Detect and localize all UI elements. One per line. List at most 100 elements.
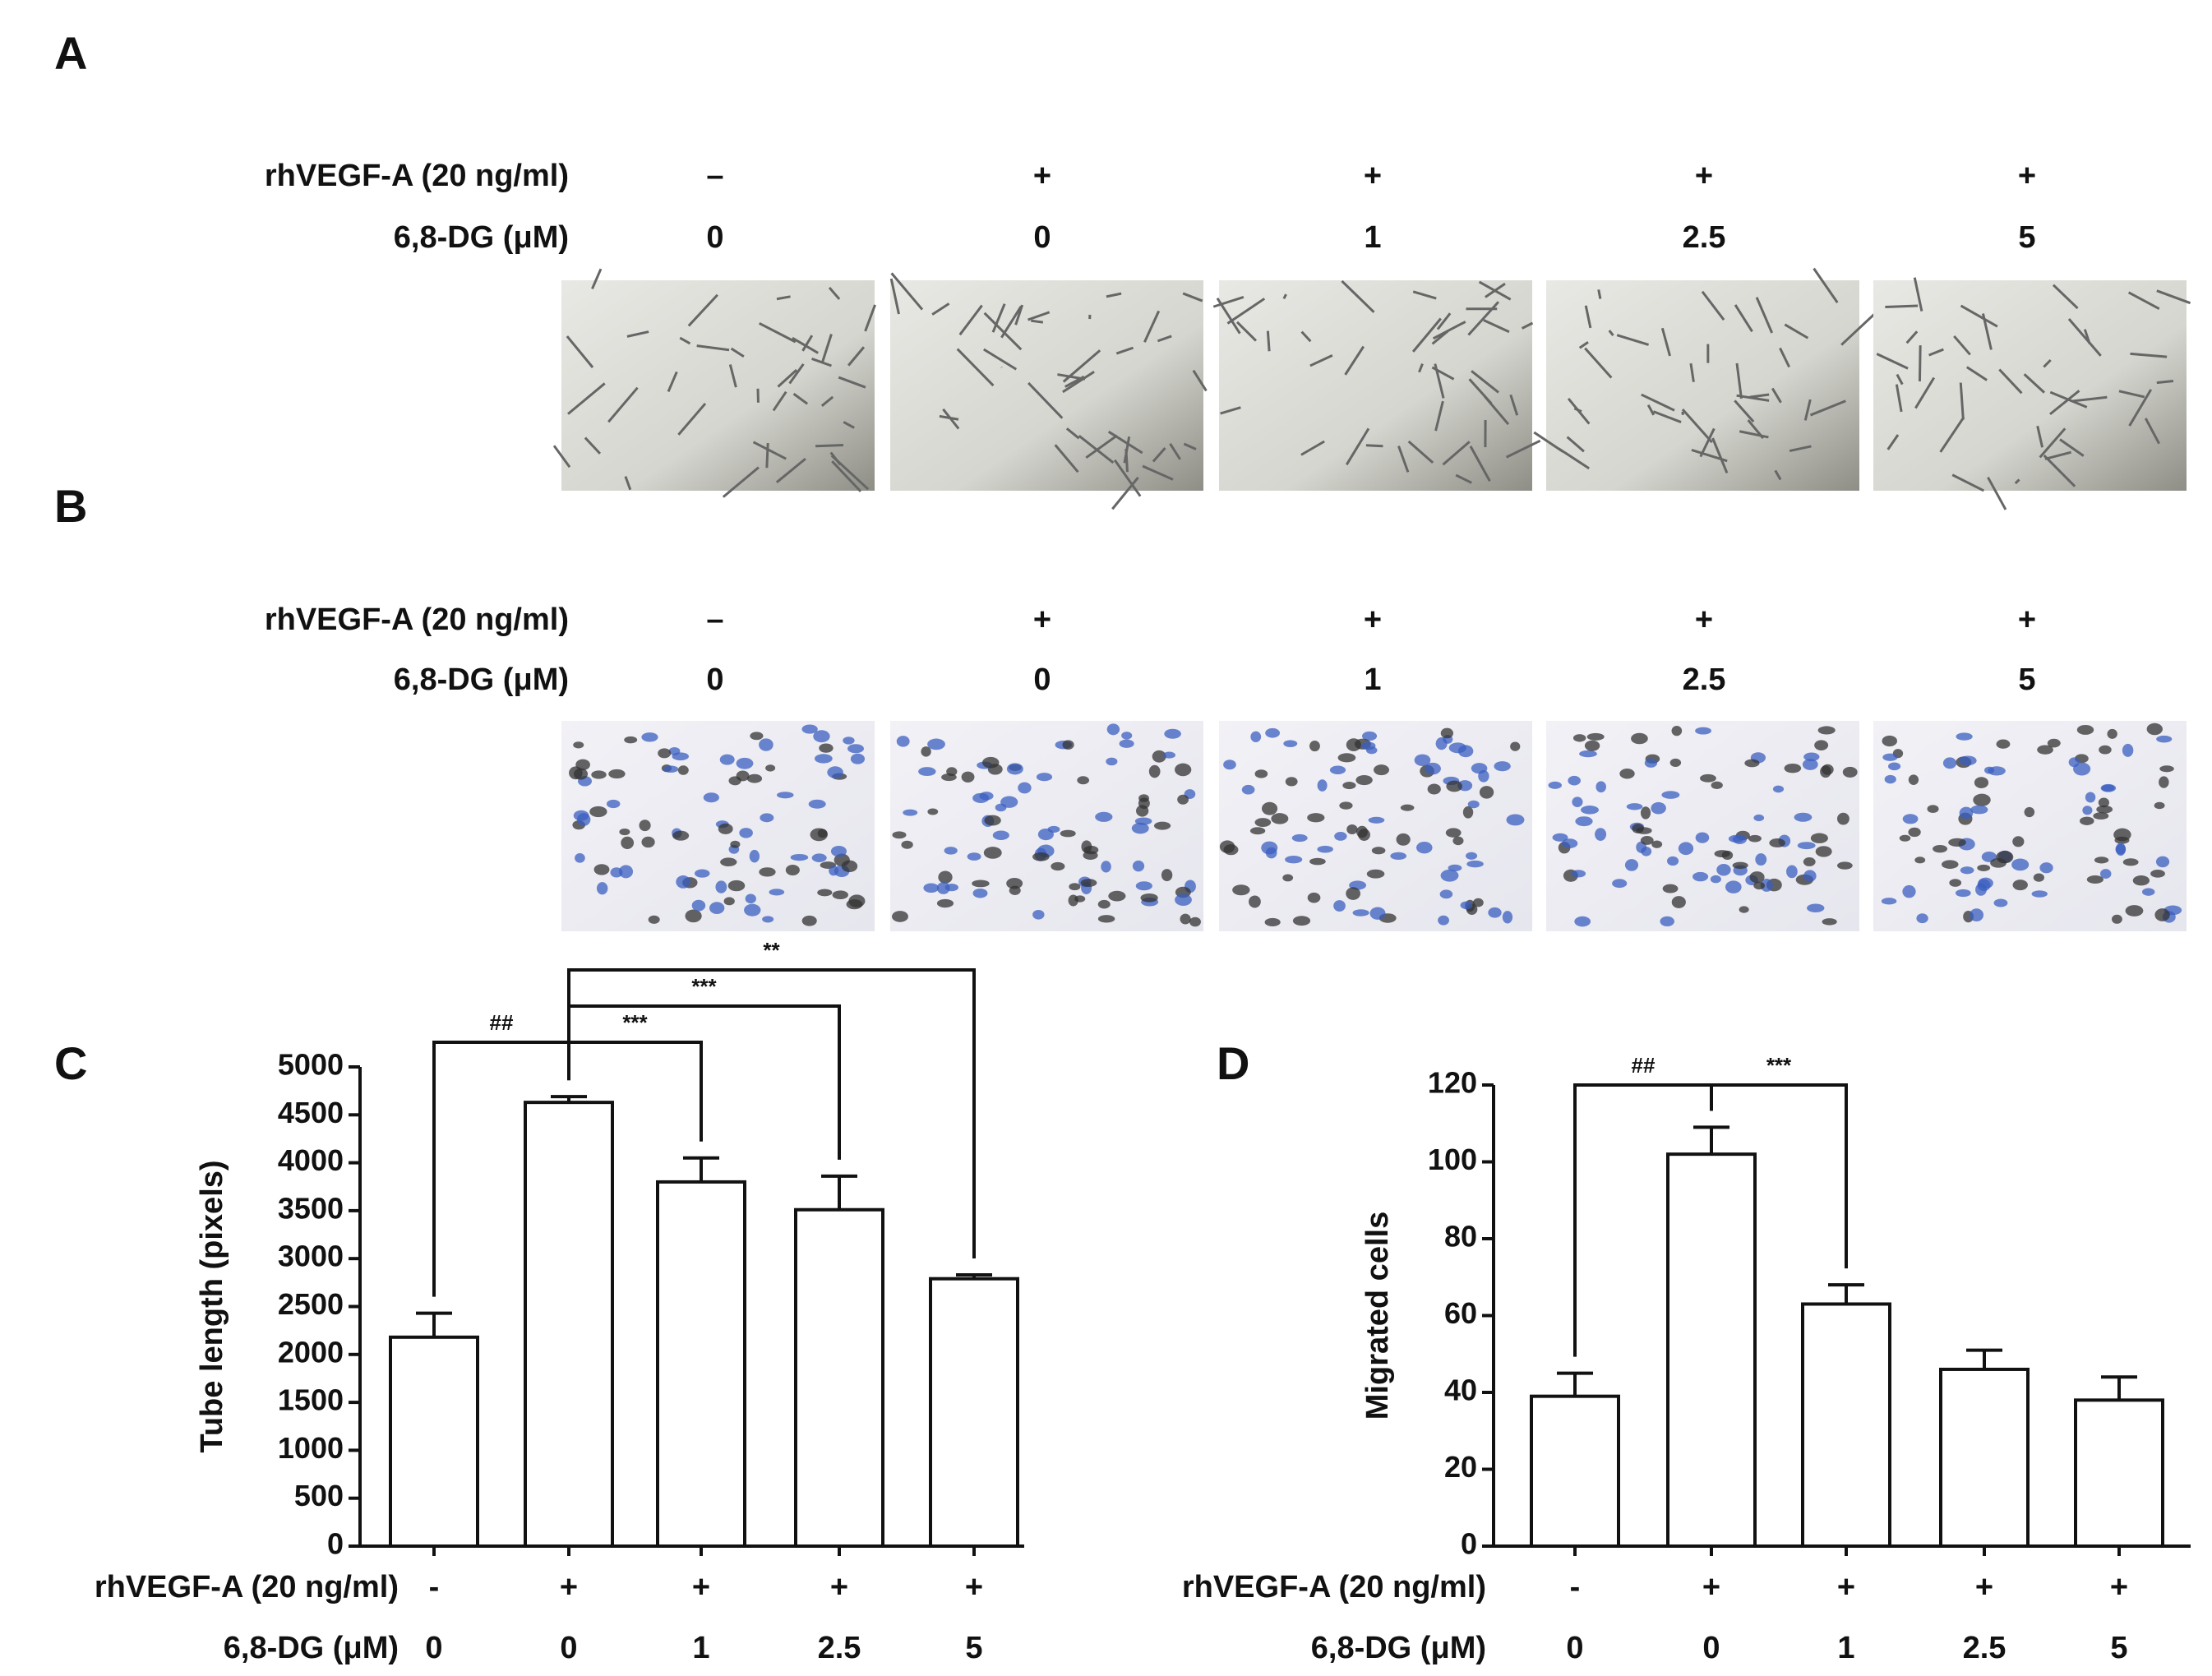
x-tick-label: +: [830, 1570, 848, 1604]
cell: [2085, 792, 2096, 803]
cell: [619, 828, 630, 836]
condition-label: +: [2018, 159, 2036, 193]
tube: [1509, 394, 1519, 416]
cell: [1152, 750, 1166, 763]
tube: [1341, 279, 1375, 313]
tube: [1803, 399, 1812, 421]
cell: [1955, 889, 1971, 898]
cell: [736, 757, 754, 769]
tube: [1442, 441, 1471, 466]
tube: [624, 476, 632, 491]
cell: [1250, 731, 1262, 743]
tube: [1652, 410, 1682, 423]
cell: [1223, 844, 1239, 856]
cell: [1140, 893, 1158, 903]
micrograph-bg: [1219, 280, 1532, 491]
cell: [1285, 777, 1298, 787]
cell: [827, 766, 843, 778]
cell: [1081, 840, 1092, 853]
cell: [1346, 738, 1361, 751]
tube: [1505, 439, 1541, 459]
cell: [746, 773, 763, 783]
tube: [2014, 478, 2020, 485]
cell: [715, 880, 727, 893]
micrograph: [1533, 267, 1879, 491]
cell: [1975, 883, 1987, 896]
x-tick-label: 0: [1702, 1631, 1720, 1665]
cell: [1069, 883, 1081, 891]
micrograph: [1873, 721, 2187, 931]
cell: [829, 866, 839, 876]
cell: [1131, 822, 1149, 834]
cell: [1784, 763, 1802, 773]
tube: [2044, 450, 2072, 460]
cell: [2076, 724, 2094, 735]
tube: [772, 390, 787, 412]
tube: [1913, 277, 1923, 312]
cell: [1803, 870, 1817, 882]
micrograph-bg: [1873, 280, 2187, 491]
tube: [1031, 319, 1044, 324]
cell: [1101, 861, 1111, 873]
tube: [2156, 289, 2191, 305]
cell: [1725, 880, 1742, 893]
cell: [1106, 757, 1118, 766]
tube: [2072, 395, 2108, 403]
x-tick-label: 5: [965, 1631, 982, 1665]
cell: [1371, 847, 1386, 855]
micrograph-bg: [1546, 280, 1859, 491]
cell: [1810, 833, 1828, 843]
row-label: rhVEGF-A (20 ng/ml): [265, 603, 569, 637]
cell: [759, 738, 774, 751]
condition-label: 5: [2018, 663, 2035, 697]
cell: [1440, 727, 1454, 739]
cell: [1488, 907, 1502, 918]
cell: [1748, 834, 1762, 843]
cell: [1254, 818, 1272, 827]
cell: [703, 792, 719, 803]
cell: [1448, 864, 1462, 872]
cell: [801, 915, 817, 926]
x-tick-label: +: [1975, 1570, 1993, 1604]
cell: [2082, 806, 2093, 815]
cell: [2099, 745, 2112, 755]
cell: [1346, 887, 1361, 900]
cell: [1471, 763, 1488, 774]
tube: [1521, 321, 1534, 330]
condition-label: –: [706, 603, 723, 637]
cell: [1959, 755, 1977, 766]
cell: [1572, 796, 1583, 807]
cell: [1927, 805, 1939, 814]
cell: [1232, 884, 1250, 896]
cell: [1292, 916, 1311, 926]
cell: [921, 746, 931, 757]
cell: [2156, 735, 2173, 743]
tube: [1755, 297, 1774, 334]
tube: [2083, 329, 2091, 344]
cell: [1062, 740, 1074, 750]
cell: [1254, 769, 1268, 778]
cell: [1265, 847, 1277, 859]
tube: [831, 460, 862, 492]
tube: [1641, 393, 1675, 412]
cell: [1584, 740, 1600, 751]
cell: [2011, 858, 2030, 871]
cell: [750, 732, 764, 741]
y-tick-label: 60: [1444, 1296, 1477, 1330]
cell: [843, 736, 855, 745]
cell: [936, 898, 954, 908]
tube: [1182, 292, 1203, 302]
tube: [696, 344, 730, 352]
tube: [1143, 310, 1161, 343]
cell: [2096, 805, 2113, 814]
tube: [1735, 362, 1743, 399]
tube: [765, 442, 769, 469]
tube: [776, 295, 791, 301]
cell: [1425, 762, 1441, 775]
tube: [1699, 427, 1716, 458]
tube: [1111, 477, 1139, 510]
cell: [801, 724, 818, 734]
cell: [1977, 864, 1991, 871]
tube: [1896, 373, 1904, 386]
x-tick-label: +: [560, 1570, 578, 1604]
